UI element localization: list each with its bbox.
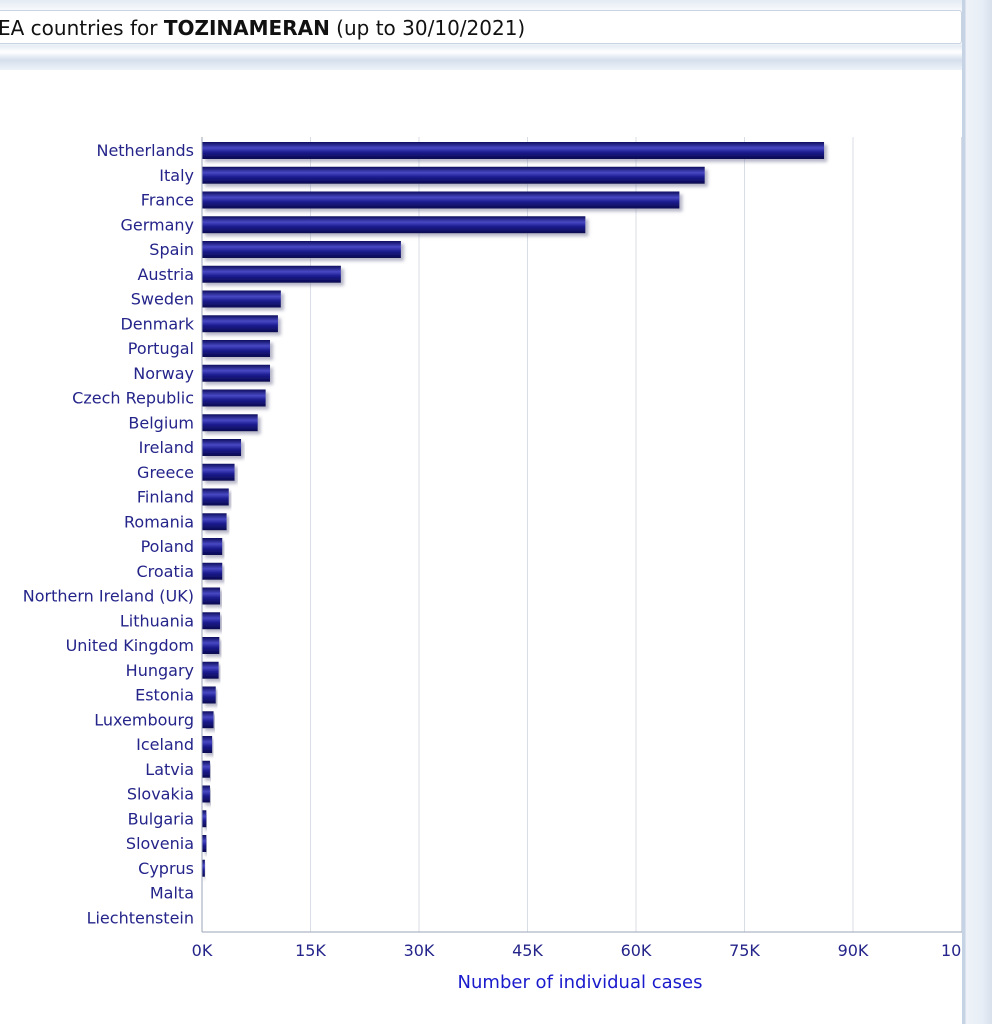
bar[interactable] — [202, 389, 266, 407]
category-label: Latvia — [145, 760, 194, 779]
bar[interactable] — [202, 241, 401, 258]
category-label: Netherlands — [96, 141, 194, 160]
bar[interactable] — [202, 488, 229, 506]
bar[interactable] — [202, 835, 207, 852]
category-label: Cyprus — [138, 859, 194, 878]
category-label: Italy — [159, 166, 194, 185]
category-label: Romania — [124, 512, 194, 531]
x-tick-label: 60K — [621, 941, 652, 960]
bar[interactable] — [202, 562, 223, 580]
bar[interactable] — [202, 265, 341, 283]
bar[interactable] — [202, 142, 825, 159]
chart-title: EA countries for TOZINAMERAN (up to 30/1… — [0, 16, 525, 40]
bar[interactable] — [202, 166, 705, 184]
bar[interactable] — [202, 587, 221, 605]
category-label: France — [141, 191, 194, 210]
x-tick-label: 0K — [192, 941, 213, 960]
bar[interactable] — [202, 810, 207, 828]
bar[interactable] — [202, 859, 205, 877]
category-label: Ireland — [139, 438, 194, 457]
bar[interactable] — [202, 463, 235, 481]
bar[interactable] — [202, 216, 586, 234]
bar[interactable] — [202, 785, 210, 803]
category-label: Luxembourg — [94, 710, 194, 729]
right-frame-border — [962, 0, 992, 1024]
bar[interactable] — [202, 661, 219, 679]
category-label: Lithuania — [120, 611, 194, 630]
category-label: Sweden — [131, 290, 194, 309]
category-label: Hungary — [126, 661, 194, 680]
category-label: Malta — [150, 884, 194, 903]
category-label: Slovenia — [126, 834, 194, 853]
bar[interactable] — [202, 760, 210, 778]
x-tick-label: 105K — [941, 941, 962, 960]
x-tick-label: 75K — [729, 941, 760, 960]
category-label: Bulgaria — [128, 809, 194, 828]
bars — [202, 142, 825, 927]
category-label: Germany — [120, 215, 194, 234]
x-tick-label: 15K — [295, 941, 326, 960]
gridlines — [310, 137, 962, 932]
bar[interactable] — [202, 340, 270, 357]
category-label: United Kingdom — [66, 636, 194, 655]
x-axis-title: Number of individual cases — [458, 972, 703, 993]
category-label: Portugal — [128, 339, 194, 358]
bar[interactable] — [202, 637, 220, 654]
bar[interactable] — [202, 290, 281, 308]
title-box — [0, 10, 962, 44]
x-tick-label: 90K — [838, 941, 869, 960]
category-label: Spain — [149, 240, 194, 259]
bar-chart: Netherlands Italy France Germany Spain Austri… — [23, 137, 962, 993]
bar[interactable] — [202, 513, 227, 531]
x-axis-ticks: 0K 15K 30K 45K 60K 75K 90K 105K — [192, 941, 962, 960]
category-label: Norway — [133, 364, 194, 383]
category-labels: Netherlands Italy France Germany Spain Austri… — [23, 141, 195, 927]
category-label: Croatia — [136, 562, 194, 581]
category-label: Iceland — [136, 735, 194, 754]
category-label: Finland — [137, 488, 194, 507]
category-label: Liechtenstein — [87, 908, 194, 927]
bar[interactable] — [202, 538, 223, 555]
category-label: Czech Republic — [72, 389, 194, 408]
x-tick-label: 45K — [512, 941, 543, 960]
bar[interactable] — [202, 736, 213, 753]
category-label: Slovakia — [127, 785, 194, 804]
category-label: Denmark — [120, 314, 194, 333]
category-label: Estonia — [135, 686, 194, 705]
category-label: Austria — [137, 265, 194, 284]
bar[interactable] — [202, 364, 270, 382]
bar[interactable] — [202, 686, 216, 704]
bar[interactable] — [202, 414, 258, 432]
x-tick-label: 30K — [404, 941, 435, 960]
category-label: Northern Ireland (UK) — [23, 587, 194, 606]
category-label: Belgium — [128, 413, 194, 432]
bar[interactable] — [202, 191, 680, 209]
category-label: Greece — [137, 463, 194, 482]
bar[interactable] — [202, 439, 242, 456]
title-suffix: (up to 30/10/2021) — [329, 16, 526, 40]
bar[interactable] — [202, 315, 278, 333]
bar[interactable] — [202, 711, 214, 729]
category-label: Poland — [141, 537, 194, 556]
title-drug-name: TOZINAMERAN — [163, 16, 330, 40]
title-prefix: EA countries for — [0, 16, 164, 40]
bar[interactable] — [202, 612, 221, 630]
